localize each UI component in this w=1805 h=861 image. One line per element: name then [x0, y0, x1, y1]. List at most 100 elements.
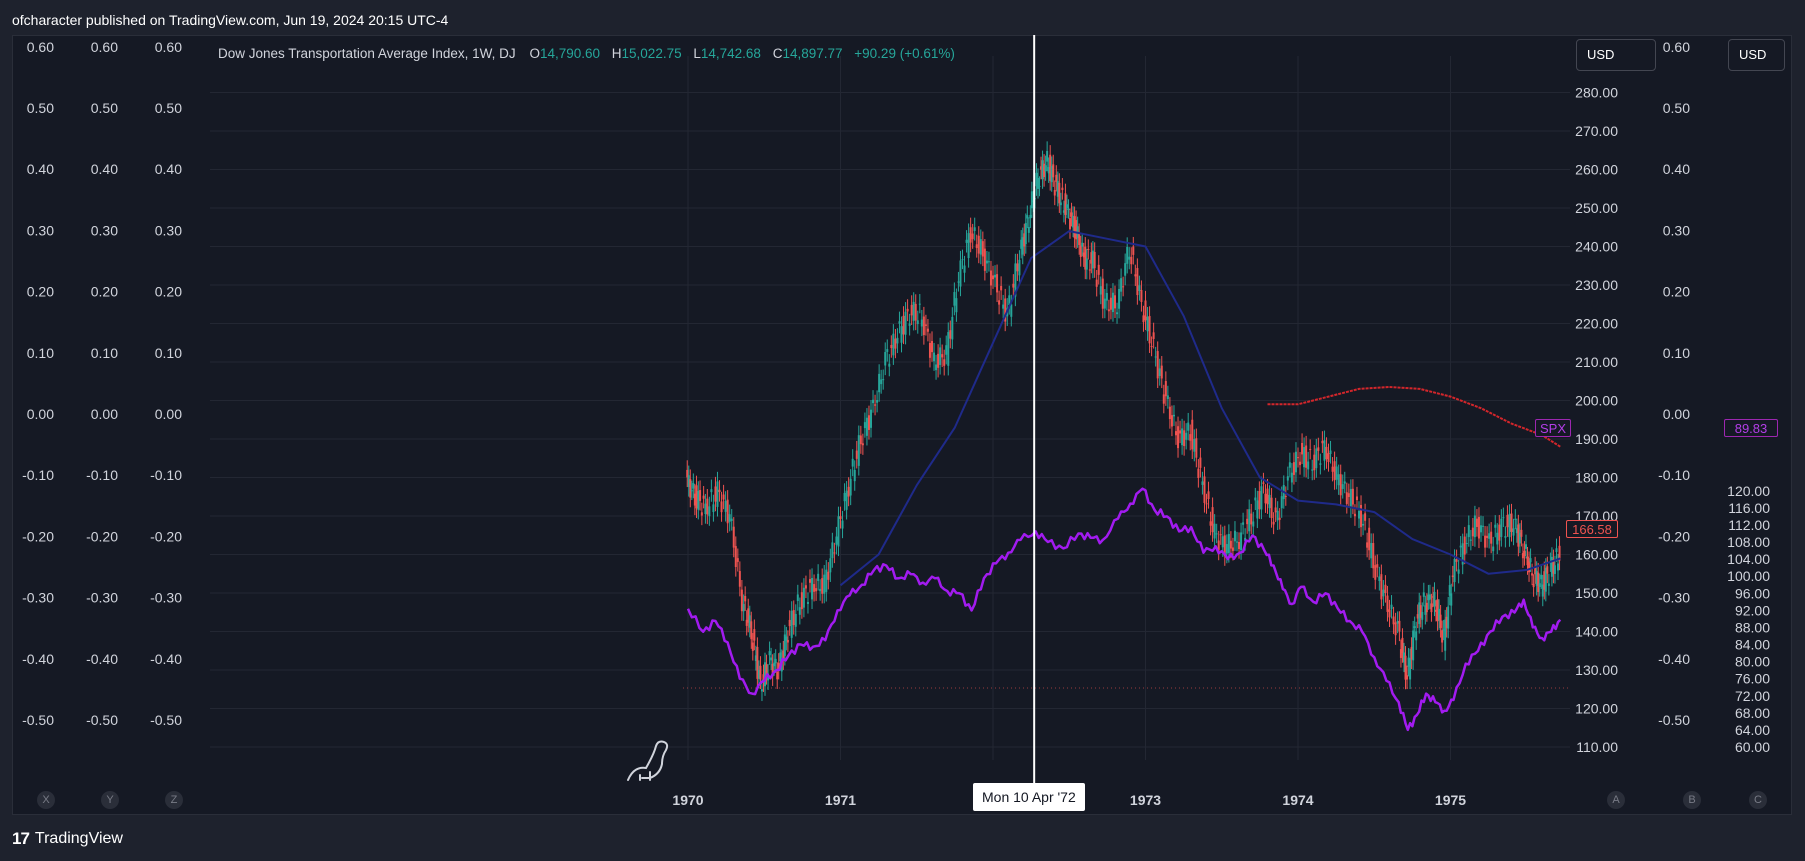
candle-body [1211, 507, 1214, 533]
candle-body [918, 303, 921, 305]
candle-body [920, 319, 923, 327]
chart-frame[interactable] [12, 35, 1792, 815]
candle-body [833, 552, 836, 554]
candle-body [1132, 246, 1135, 255]
candle-body [945, 345, 948, 355]
spx-axis-tick: 64.00 [1735, 722, 1770, 738]
candle-body [1118, 288, 1121, 309]
candle-body [853, 469, 856, 482]
candle-body [1229, 540, 1232, 549]
candle-body [1008, 295, 1011, 306]
candle-body [1197, 468, 1200, 478]
candle-body [967, 233, 970, 259]
axis-y-button[interactable]: Y [101, 791, 119, 809]
candle-body [800, 592, 803, 610]
candle-body [1538, 583, 1541, 588]
candle-body [1433, 591, 1436, 607]
candle-body [1431, 596, 1434, 598]
candle-body [1552, 559, 1555, 574]
tradingview-logo[interactable]: 17 TradingView [12, 829, 123, 849]
x-axis-tick: 1975 [1435, 792, 1466, 808]
axis-a-button[interactable]: A [1607, 791, 1625, 809]
mid-axis-tick: 0.60 [1663, 39, 1690, 55]
left-axis-tick: 0.50 [27, 100, 54, 116]
candle-body [1187, 422, 1190, 431]
candle-body [753, 629, 756, 641]
axis-b-button[interactable]: B [1683, 791, 1701, 809]
candle-body [1114, 295, 1116, 309]
candle-body [1518, 532, 1521, 544]
candle-body [1430, 603, 1433, 613]
candle-body [1219, 534, 1222, 536]
candle-body [815, 588, 818, 592]
candle-body [1358, 510, 1360, 519]
candle-body [1264, 493, 1267, 504]
candle-body [1500, 518, 1503, 537]
candle-body [1193, 439, 1196, 452]
candle-body [888, 363, 891, 367]
candle-body [710, 489, 713, 493]
left-axis-tick: -0.10 [150, 467, 182, 483]
candle-body [1020, 239, 1023, 249]
candle-body [1294, 451, 1297, 473]
candle-body [849, 478, 852, 496]
candle-body [1508, 513, 1511, 538]
dj-price-label: 166.58 [1566, 520, 1618, 538]
candle-body [774, 658, 777, 664]
candle-body [740, 589, 743, 612]
candle-body [992, 275, 994, 280]
candle-body [1543, 571, 1546, 590]
candle-body [1087, 249, 1090, 251]
candle-body [1023, 233, 1026, 247]
candle-body [1353, 513, 1356, 517]
candle-body [845, 490, 848, 510]
candle-body [865, 417, 868, 436]
candle-body [1280, 496, 1283, 509]
low-value: 14,742.68 [700, 46, 761, 61]
candle-body [744, 596, 747, 602]
candle-body [1044, 165, 1047, 172]
candle-body [1327, 453, 1330, 463]
candle-body [924, 324, 927, 326]
candle-body [1424, 605, 1427, 615]
spx-axis-tick: 96.00 [1735, 585, 1770, 601]
candle-body [975, 244, 978, 249]
candle-body [1274, 507, 1277, 513]
mid-axis-tick: 0.50 [1663, 100, 1690, 116]
candle-body [764, 662, 767, 687]
candle-body [1177, 426, 1180, 449]
left-axis-tick: -0.20 [86, 528, 118, 544]
spx-axis-tick: 100.00 [1727, 568, 1770, 584]
candle-body [1172, 414, 1175, 417]
candle-body [949, 330, 952, 339]
candle-body [1461, 543, 1464, 565]
candle-body [1217, 540, 1220, 551]
open-value: 14,790.60 [539, 46, 601, 61]
candle-body [1059, 202, 1062, 206]
candle-body [1069, 218, 1072, 230]
axis-c-button[interactable]: C [1749, 791, 1767, 809]
currency-button-inner[interactable]: USD [1576, 39, 1656, 71]
candle-body [1140, 290, 1143, 302]
candle-body [1185, 432, 1188, 440]
candle-body [1445, 616, 1448, 628]
candle-body [1473, 515, 1476, 538]
left-axis-tick: -0.20 [22, 528, 54, 544]
candle-body [1138, 285, 1141, 292]
dj-axis-tick: 220.00 [1575, 316, 1618, 332]
candle-body [998, 300, 1001, 305]
left-axis-tick: -0.50 [86, 712, 118, 728]
candle-body [697, 490, 700, 510]
spx-axis-tick: 116.00 [1728, 500, 1770, 516]
currency-button-outer[interactable]: USD [1728, 39, 1785, 71]
candle-body [1297, 457, 1299, 459]
candle-body [1502, 517, 1505, 519]
candle-body [910, 304, 913, 316]
candle-body [732, 526, 735, 548]
candle-body [779, 652, 782, 662]
candle-body [1103, 298, 1106, 309]
axis-x-button[interactable]: X [37, 791, 55, 809]
axis-z-button[interactable]: Z [165, 791, 183, 809]
dj-axis-tick: 280.00 [1575, 85, 1618, 101]
